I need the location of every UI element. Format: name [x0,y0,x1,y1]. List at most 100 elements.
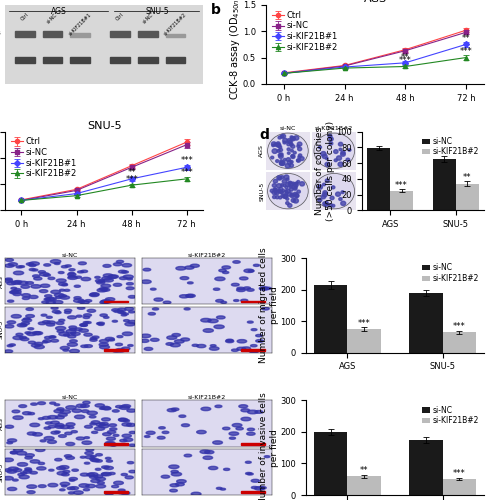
Circle shape [64,290,70,292]
Circle shape [11,288,17,290]
Circle shape [279,190,283,193]
Circle shape [201,407,210,410]
Text: SNU-5: SNU-5 [145,8,169,16]
Circle shape [82,401,90,404]
Circle shape [171,472,181,476]
Circle shape [16,334,23,336]
Circle shape [200,450,209,454]
Circle shape [55,296,61,298]
Circle shape [293,192,296,196]
Circle shape [60,289,65,291]
Circle shape [80,301,89,304]
Circle shape [8,262,18,266]
Circle shape [42,416,50,420]
Circle shape [85,456,94,458]
Circle shape [325,179,328,182]
Circle shape [81,324,87,326]
Circle shape [169,489,177,492]
Y-axis label: SNU-5: SNU-5 [0,320,3,339]
Circle shape [317,185,322,189]
Circle shape [106,460,112,462]
Title: si-NC: si-NC [62,252,78,258]
Circle shape [79,329,88,332]
Circle shape [333,159,337,162]
Circle shape [289,194,294,198]
Circle shape [338,198,342,200]
Circle shape [3,476,13,480]
Circle shape [275,196,279,199]
Circle shape [273,143,277,146]
Circle shape [117,336,122,338]
Circle shape [27,332,36,336]
Bar [241,492,264,493]
Circle shape [251,486,257,488]
Circle shape [20,324,27,326]
Circle shape [290,150,293,152]
Bar [104,300,127,302]
Circle shape [127,462,133,464]
Text: ***: *** [398,56,411,66]
Bar [138,57,157,62]
Circle shape [298,154,301,157]
Circle shape [288,186,292,188]
Circle shape [7,282,16,285]
Circle shape [113,481,123,484]
Y-axis label: Number of migrated cells
per field: Number of migrated cells per field [259,248,278,363]
Circle shape [284,192,287,195]
Circle shape [126,287,134,290]
Circle shape [27,490,35,494]
Circle shape [253,264,259,266]
Text: d: d [259,128,268,142]
Circle shape [87,472,98,476]
Legend: si-NC, si-KIF21B#2: si-NC, si-KIF21B#2 [420,404,479,427]
Circle shape [3,458,13,462]
Circle shape [144,436,150,438]
Circle shape [150,338,159,342]
Circle shape [13,479,18,481]
Circle shape [102,466,109,468]
Circle shape [285,182,290,186]
Circle shape [47,321,55,324]
Circle shape [23,318,30,320]
Circle shape [63,470,70,473]
Circle shape [48,484,58,487]
Circle shape [108,339,114,341]
Text: si-KIF21B#2: si-KIF21B#2 [163,12,187,37]
Circle shape [5,264,14,268]
Circle shape [190,264,199,268]
Circle shape [290,198,295,202]
Circle shape [12,410,20,413]
Text: ***: *** [125,175,138,184]
Circle shape [99,343,108,346]
Circle shape [258,486,265,489]
Circle shape [242,347,250,350]
Circle shape [272,184,276,187]
Circle shape [293,152,296,154]
Circle shape [280,192,283,194]
Circle shape [44,336,51,339]
Title: si-KIF21B#2: si-KIF21B#2 [187,252,226,258]
Circle shape [176,266,185,270]
Circle shape [11,290,21,294]
Circle shape [96,484,105,488]
Circle shape [118,312,124,314]
Circle shape [81,410,89,412]
Circle shape [81,278,90,280]
Circle shape [80,456,85,458]
Circle shape [40,440,46,442]
Circle shape [81,404,89,407]
Circle shape [103,316,109,318]
Circle shape [292,182,298,187]
Circle shape [122,434,131,438]
Circle shape [55,424,64,426]
Circle shape [117,491,125,494]
Circle shape [60,410,70,414]
Legend: si-NC, si-KIF21B#2: si-NC, si-KIF21B#2 [420,262,479,284]
Text: **: ** [462,172,470,182]
Circle shape [102,300,112,304]
Circle shape [108,472,115,474]
Circle shape [115,406,122,408]
Circle shape [293,198,298,203]
Circle shape [122,332,132,336]
Circle shape [233,300,239,302]
